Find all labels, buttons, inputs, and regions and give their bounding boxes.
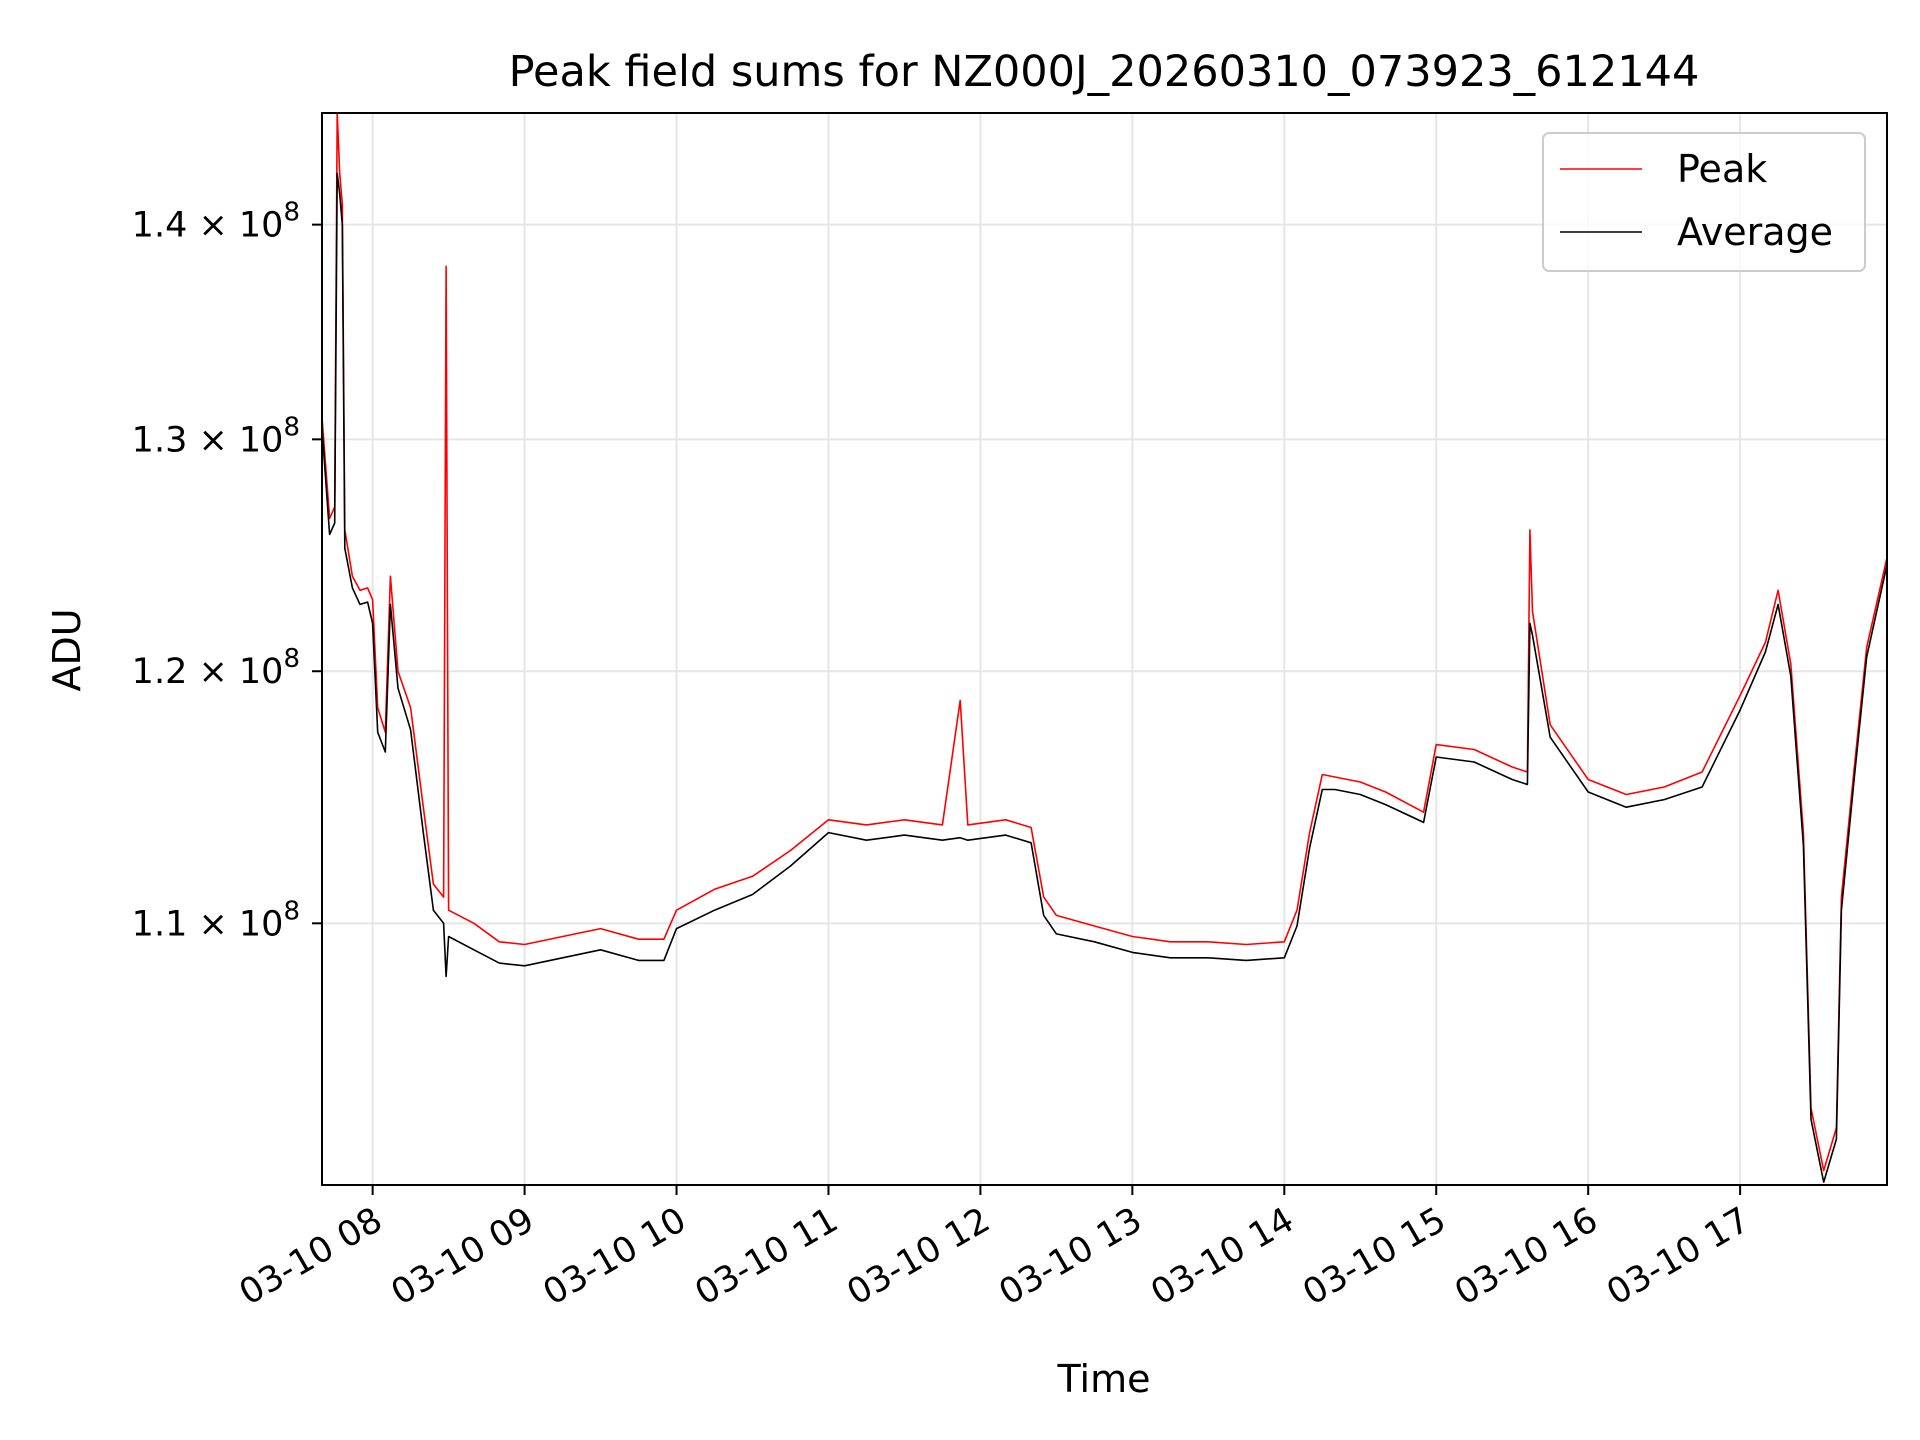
legend-label-peak: Peak (1677, 147, 1767, 191)
legend-label-average: Average (1677, 210, 1833, 254)
legend: Peak Average (1542, 132, 1866, 272)
y-axis: 1.1 × 108 1.2 × 108 1.3 × 108 1.4 × 108 (132, 198, 322, 944)
y-tick-label: 1.3 × 108 (132, 412, 300, 460)
x-axis-label: Time (1057, 1357, 1151, 1401)
y-tick-label: 1.4 × 108 (132, 198, 300, 246)
chart-title: Peak field sums for NZ000J_20260310_0739… (509, 47, 1700, 97)
plot-frame (321, 112, 1888, 1186)
series-line-peak (322, 113, 1887, 1172)
y-axis-label: ADU (45, 608, 89, 691)
series-line-average (322, 172, 1887, 1183)
grid (322, 113, 1887, 1185)
legend-frame (1542, 132, 1866, 272)
series-lines (322, 113, 1887, 1183)
y-tick-label: 1.2 × 108 (132, 644, 300, 692)
y-tick-label: 1.1 × 108 (132, 896, 300, 944)
